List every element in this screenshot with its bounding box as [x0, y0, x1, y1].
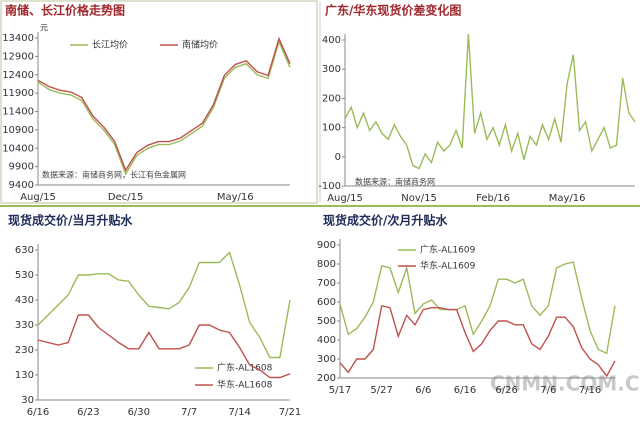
legend-label: 华东-AL1608 [217, 379, 273, 391]
y-tick-label: 130 [15, 370, 34, 381]
y-tick-label: 30 [21, 395, 34, 406]
series-line [37, 39, 291, 176]
y-tick-label: 300 [322, 64, 341, 75]
legend-label: 广东-AL1608 [217, 362, 273, 374]
x-tick-label: Nov/15 [401, 193, 437, 204]
y-tick-label: -100 [318, 181, 341, 192]
x-tick-label: 6/26 [495, 385, 517, 396]
y-tick-label: 300 [317, 354, 336, 365]
y-axis-label: 元 [40, 24, 48, 33]
x-tick-label: 6/23 [77, 407, 99, 418]
y-tick-label: 700 [317, 278, 336, 289]
series-line [37, 314, 291, 379]
series-line [37, 251, 291, 359]
series-line [344, 34, 636, 170]
y-tick-label: 400 [322, 35, 341, 46]
y-tick-label: 12400 [2, 70, 34, 81]
panel-border [0, 0, 318, 204]
y-tick-label: 12900 [2, 51, 34, 62]
chart-title: 南储、长江价格走势图 [5, 3, 125, 18]
y-tick-label: 500 [317, 316, 336, 327]
y-tick-label: 400 [317, 335, 336, 346]
x-tick-label: Feb/16 [476, 193, 510, 204]
y-tick-label: 9400 [9, 180, 34, 191]
x-tick-label: May/16 [549, 193, 586, 204]
legend-label: 长江均价 [92, 39, 128, 51]
x-tick-label: 6/16 [27, 407, 49, 418]
y-tick-label: 330 [15, 320, 34, 331]
y-tick-label: 0 [335, 152, 341, 163]
y-tick-label: 230 [15, 345, 34, 356]
x-tick-label: 5/17 [329, 385, 351, 396]
chart-title: 现货成交价/当月升贴水 [8, 213, 133, 228]
x-tick-label: 7/16 [579, 385, 601, 396]
x-tick-label: Aug/15 [20, 192, 56, 203]
x-tick-label: May/16 [217, 192, 254, 203]
note: 数据来源：南储商务网 [355, 177, 435, 187]
y-tick-label: 10400 [2, 143, 34, 154]
x-tick-label: 5/27 [370, 385, 392, 396]
x-tick-label: 6/30 [128, 407, 150, 418]
x-tick-label: 6/16 [454, 385, 476, 396]
y-tick-label: 13400 [2, 33, 34, 44]
y-tick-label: 11400 [2, 107, 34, 118]
y-tick-label: 530 [15, 270, 34, 281]
legend-label: 广东-AL1609 [420, 244, 476, 256]
y-tick-label: 600 [317, 297, 336, 308]
x-tick-label: Aug/15 [327, 193, 363, 204]
chart-title: 现货成交价/次月升贴水 [323, 213, 448, 228]
legend-label: 南储均价 [182, 39, 218, 51]
x-tick-label: 7/6 [540, 385, 556, 396]
y-tick-label: 900 [317, 240, 336, 251]
y-tick-label: 630 [15, 245, 34, 256]
series-line [339, 304, 616, 378]
series-line [37, 36, 291, 172]
y-tick-label: 800 [317, 259, 336, 270]
watermark: CNMN.COM.CN [490, 372, 640, 396]
x-tick-label: 6/6 [415, 385, 431, 396]
y-tick-label: 9900 [9, 162, 34, 173]
note: 数据来源：南储商务网，长江有色金属网 [42, 170, 186, 180]
x-tick-label: Dec/15 [108, 192, 143, 203]
x-tick-label: 7/14 [228, 407, 250, 418]
series-line [339, 261, 616, 355]
y-tick-label: 11900 [2, 88, 34, 99]
x-tick-label: 7/7 [181, 407, 197, 418]
y-tick-label: 10900 [2, 125, 34, 136]
legend-label: 华东-AL1609 [420, 260, 476, 272]
y-tick-label: 100 [322, 123, 341, 134]
y-tick-label: 430 [15, 295, 34, 306]
chart-title: 广东/华东现货价差变化图 [325, 3, 461, 18]
y-tick-label: 200 [317, 373, 336, 384]
x-tick-label: 7/21 [279, 407, 301, 418]
y-tick-label: 200 [322, 93, 341, 104]
